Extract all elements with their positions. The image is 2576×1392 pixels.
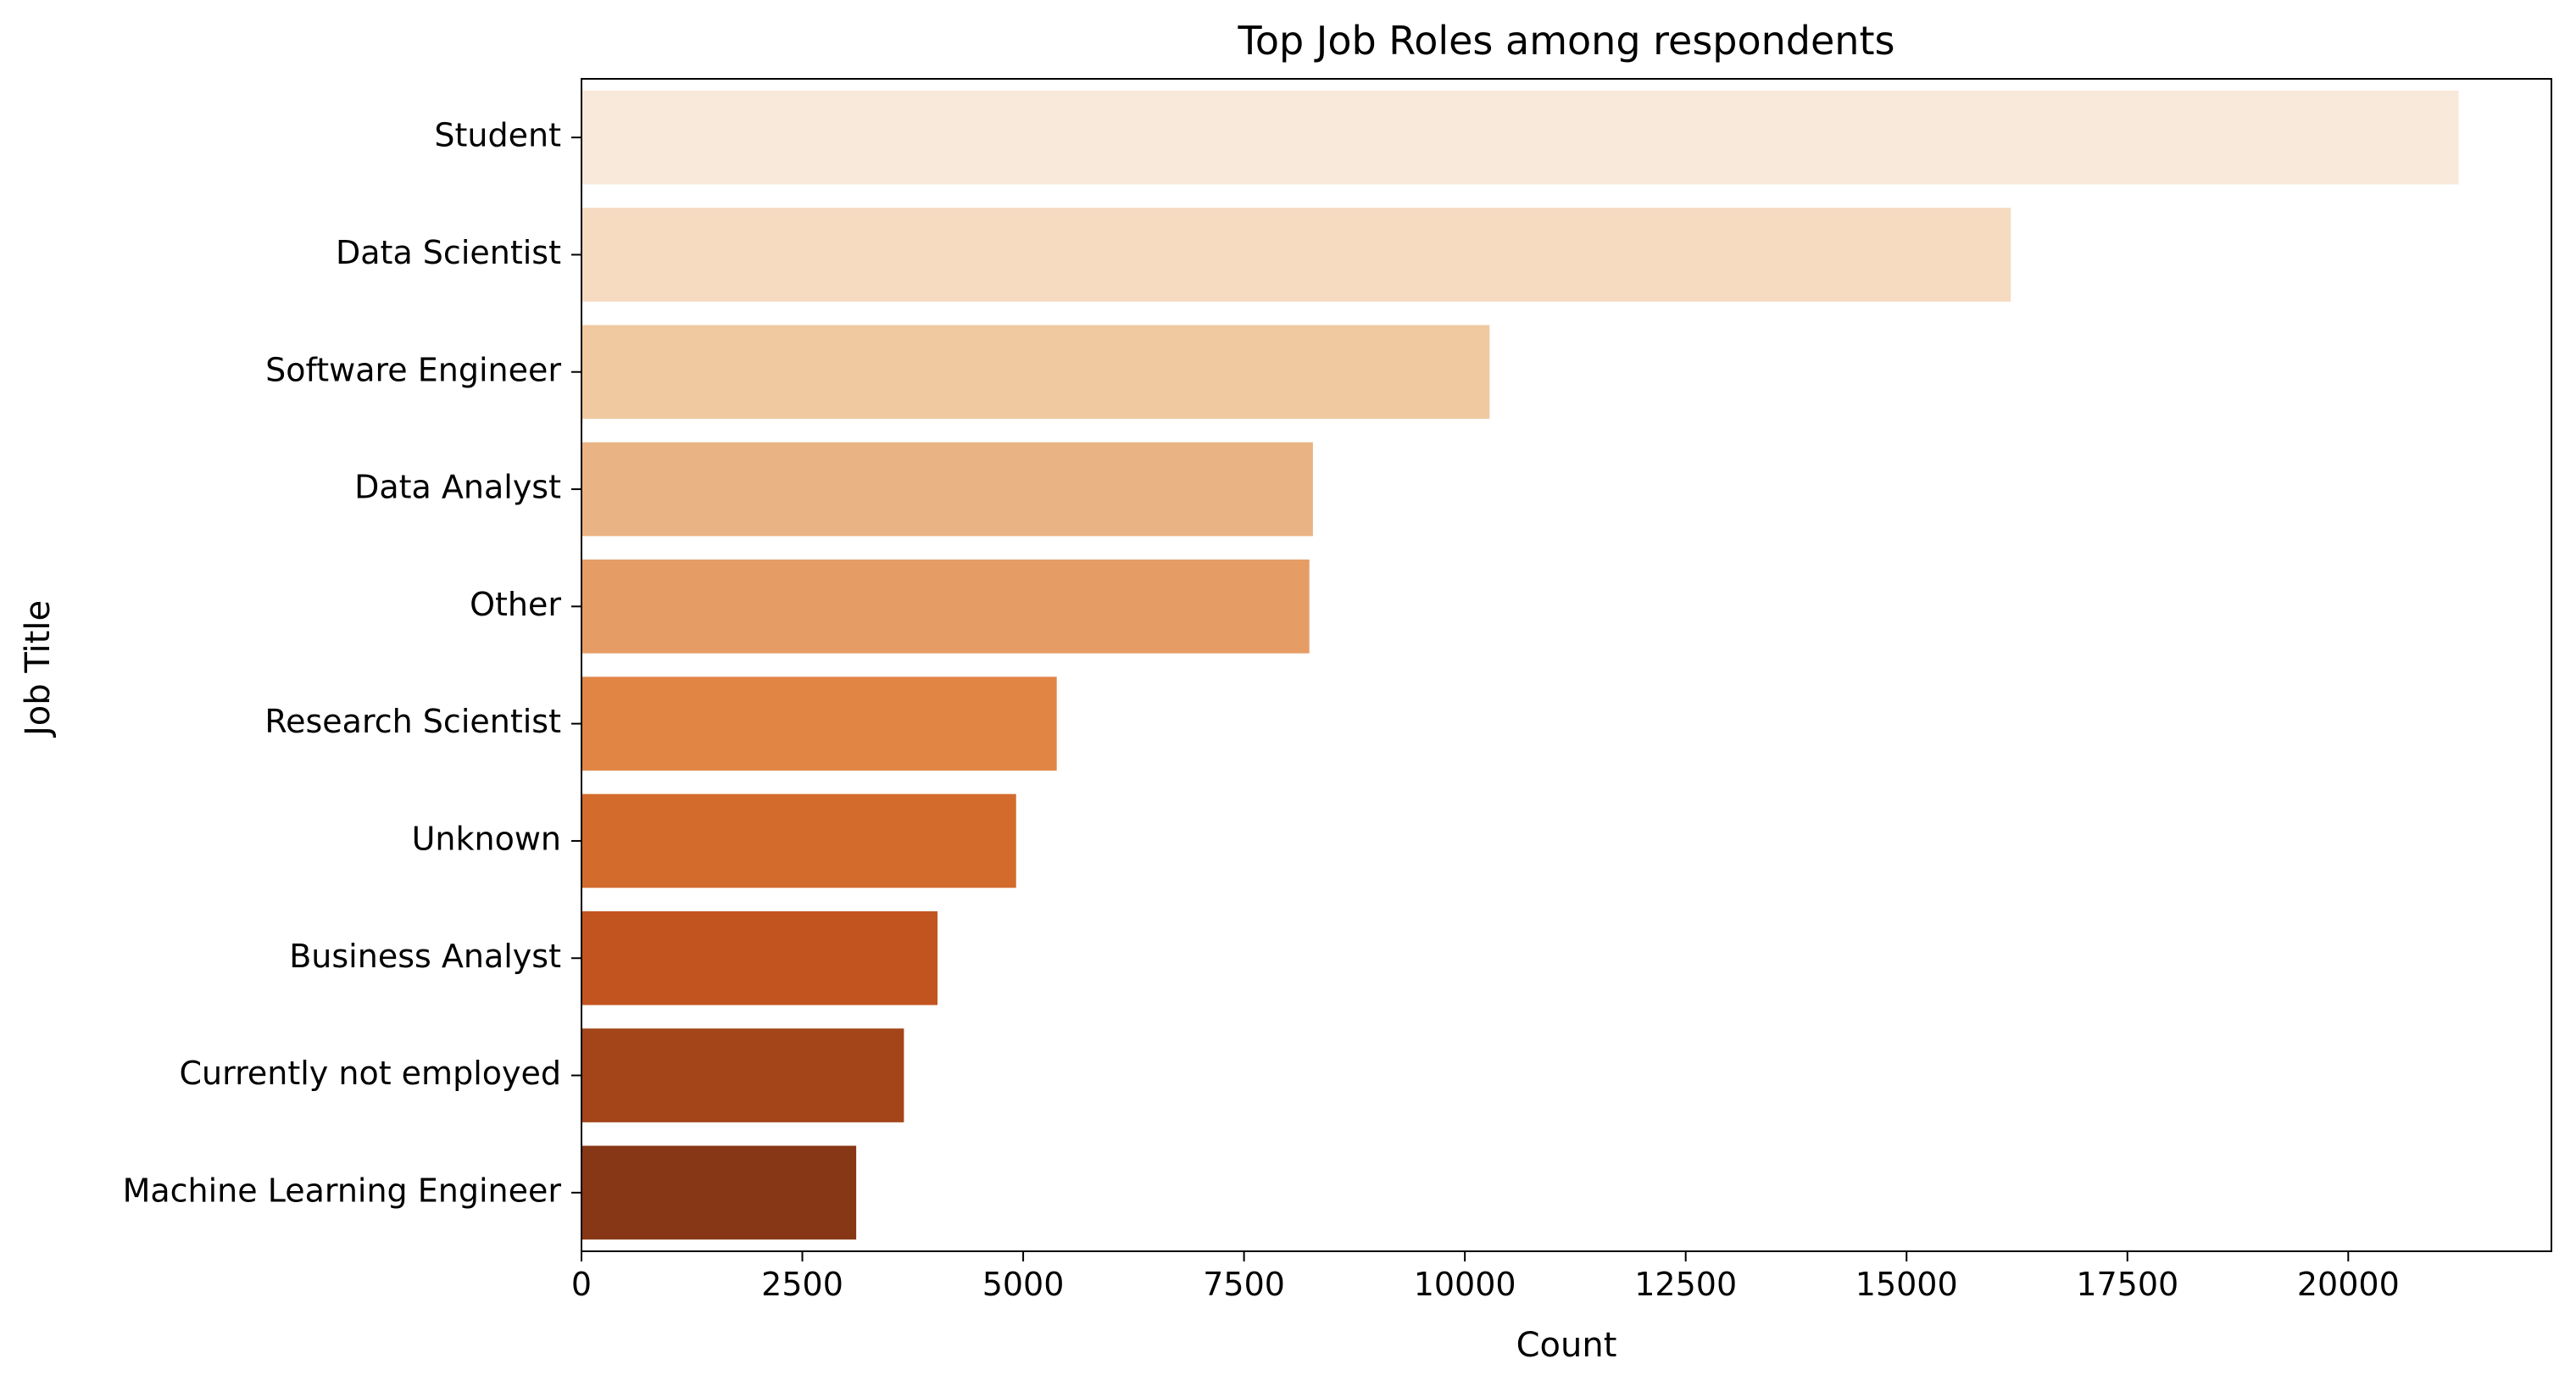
y-tick-label: Business Analyst: [289, 938, 561, 975]
y-tick-label: Research Scientist: [264, 703, 561, 740]
y-tick-label: Data Analyst: [354, 469, 561, 506]
plot-frame: [581, 78, 2552, 1252]
bar-data-scientist: [581, 208, 2011, 302]
y-axis-label: Job Title: [19, 600, 58, 738]
bar-unknown: [581, 793, 1016, 888]
y-tick-label: Student: [434, 117, 561, 154]
x-tick-label: 12500: [1634, 1266, 1737, 1303]
x-tick-label: 7500: [1203, 1266, 1285, 1303]
bar-student: [581, 90, 2459, 185]
y-tick-label: Unknown: [412, 820, 561, 857]
x-tick-label: 20000: [2297, 1266, 2400, 1303]
y-tick-label: Machine Learning Engineer: [123, 1172, 562, 1209]
bar-data-analyst: [581, 442, 1313, 537]
bar-currently-not-employed: [581, 1028, 904, 1122]
x-tick-label: 0: [571, 1266, 592, 1303]
x-tick-label: 2500: [761, 1266, 843, 1303]
bar-other: [581, 560, 1310, 654]
bar-software-engineer: [581, 325, 1490, 420]
bar-machine-learning-engineer: [581, 1145, 857, 1240]
x-tick-labels: 0 2500 5000 7500 10000 12500 15000 17500 20000: [571, 1251, 2400, 1303]
x-axis-label: Count: [1516, 1326, 1617, 1365]
chart-title: Top Job Roles among respondents: [1238, 18, 1895, 64]
y-tick-label: Data Scientist: [336, 234, 561, 271]
y-tick-label: Currently not employed: [180, 1055, 561, 1092]
x-tick-label: 17500: [2076, 1266, 2178, 1303]
y-tick-labels: Student Data Scientist Software Engineer Da…: [123, 117, 581, 1209]
x-tick-label: 5000: [982, 1266, 1065, 1303]
y-tick-label: Software Engineer: [265, 351, 561, 388]
bar-research-scientist: [581, 677, 1057, 771]
y-tick-label: Other: [470, 586, 561, 623]
x-tick-label: 15000: [1855, 1266, 1958, 1303]
bar-business-analyst: [581, 910, 937, 1005]
x-tick-label: 10000: [1414, 1266, 1516, 1303]
bars-group: [581, 90, 2459, 1240]
